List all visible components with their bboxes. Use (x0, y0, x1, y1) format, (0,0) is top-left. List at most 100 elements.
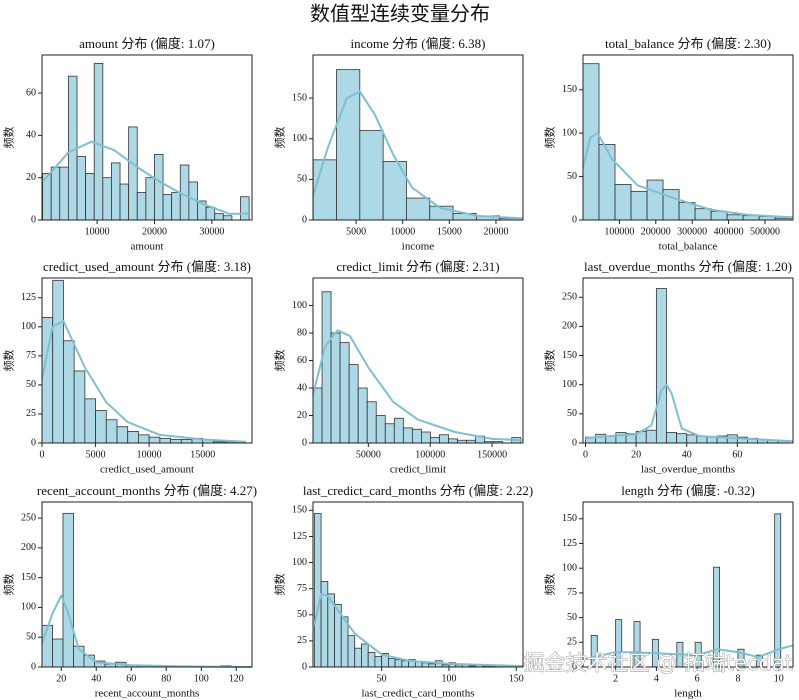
y-tick-label: 100 (292, 557, 307, 568)
y-tick-label: 0 (31, 214, 36, 225)
y-tick-label: 25 (297, 635, 307, 646)
y-tick-label: 75 (297, 583, 307, 594)
x-tick-label: 80 (161, 673, 171, 684)
histogram-bar (73, 370, 86, 444)
subplot: 0 20 40 60 80 100 50000 100000 150000 credict_lim… (273, 259, 524, 476)
histogram-bar (375, 415, 386, 444)
x-tick-label: 10 (774, 673, 784, 684)
plot-frame (582, 277, 794, 444)
y-tick-label: 0 (572, 437, 577, 448)
histogram-bar (367, 651, 376, 668)
y-tick-label: 0 (302, 437, 307, 448)
histogram-bar (321, 291, 332, 444)
y-tick-label: 125 (292, 531, 307, 542)
x-tick-label: 5000 (86, 449, 106, 460)
kde-line (585, 383, 794, 443)
histogram-bar (361, 643, 369, 668)
histogram-bar (59, 166, 69, 221)
subplot: 0 25 50 75 100 125 0 5000 10000 15000 credict_used… (2, 259, 253, 476)
subplot: 0 25 50 75 100 125 150 2 4 6 8 10 length 分布 (偏度: -0.… (543, 483, 794, 700)
histogram-bar (240, 196, 250, 221)
histogram-bar (726, 214, 744, 221)
y-tick-label: 0 (572, 661, 577, 672)
histogram-bar (336, 69, 361, 221)
histogram-bar (170, 439, 182, 444)
kde-line (582, 132, 794, 219)
x-tick-label: 50000 (356, 449, 381, 460)
y-tick-label: 100 (562, 127, 577, 138)
y-axis-label: 频数 (2, 574, 16, 596)
y-tick-label: 150 (21, 572, 36, 583)
x-tick-label: 60 (732, 449, 742, 460)
histogram-bar (145, 177, 155, 221)
x-tick-label: 0 (583, 449, 588, 460)
histogram-bar (111, 162, 121, 221)
histogram-bar (119, 183, 130, 221)
x-tick-label: 120 (229, 673, 244, 684)
y-tick-label: 0 (302, 214, 307, 225)
histogram-bar (102, 177, 112, 221)
histogram-bar (159, 437, 171, 444)
histogram-bar (127, 430, 139, 444)
y-tick-label: 0 (31, 437, 36, 448)
x-axis-label: last_overdue_months (641, 464, 735, 476)
x-tick-label: 150 (509, 673, 524, 684)
x-axis-label: last_credict_card_months (361, 688, 474, 700)
x-tick-label: 10000 (137, 449, 162, 460)
histogram-bar (330, 332, 341, 444)
chart-title: total_balance 分布 (偏度: 2.30) (605, 36, 771, 51)
chart-title: last_overdue_months 分布 (偏度: 1.20) (584, 259, 792, 274)
x-tick-label: 15000 (437, 226, 462, 237)
histogram-bar (655, 288, 667, 444)
histogram-bar (52, 638, 64, 668)
plot-frame (41, 54, 253, 221)
subplot: 0 50 100 150 200 250 20 40 60 80 100 120 recent_acco… (2, 483, 258, 700)
subplot: 0 20 40 60 10000 20000 30000 amount 分布 (偏度: 1.0… (2, 36, 253, 253)
y-tick-label: 0 (31, 661, 36, 672)
histogram-bar (205, 206, 216, 221)
y-tick-label: 100 (292, 300, 307, 311)
y-tick-label: 150 (562, 513, 577, 524)
x-tick-label: 0 (40, 449, 45, 460)
histogram-bar (421, 431, 431, 444)
y-tick-label: 50 (297, 174, 307, 185)
histogram-bar (646, 179, 664, 221)
histogram-bar (393, 417, 404, 444)
y-axis-label: 频数 (543, 127, 557, 149)
histogram-bar (76, 156, 87, 221)
y-tick-label: 125 (21, 292, 36, 303)
y-tick-label: 75 (567, 587, 577, 598)
histogram-bar (93, 63, 104, 221)
y-tick-label: 200 (562, 321, 577, 332)
x-axis-label: recent_account_months (95, 688, 199, 700)
histogram-bar (41, 624, 53, 668)
histogram-bar (214, 213, 224, 221)
chart-title: length 分布 (偏度: -0.32) (621, 483, 755, 498)
x-tick-label: 6 (695, 673, 700, 684)
x-tick-label: 200000 (641, 226, 671, 237)
kde-line (312, 90, 524, 220)
histogram-bar (662, 189, 680, 221)
histogram-bar (366, 401, 377, 444)
x-axis-label: credict_limit (390, 464, 446, 476)
subplot: 0 25 50 75 100 125 150 50 100 150 last_credict_car… (273, 483, 534, 700)
y-axis-label: 频数 (543, 574, 557, 596)
x-tick-label: 300000 (677, 226, 707, 237)
histogram-bar (95, 410, 107, 444)
subplot: 0 50 100 150 200 250 0 20 40 60 last_overdue_month… (543, 259, 794, 476)
histogram-bar (62, 512, 74, 668)
plot-frame (41, 277, 253, 444)
histogram-bar (387, 658, 396, 668)
histogram-bar (222, 215, 233, 221)
histogram-bar (105, 419, 118, 444)
y-tick-label: 20 (297, 410, 307, 421)
y-tick-label: 50 (297, 609, 307, 620)
histogram-bar (686, 434, 698, 444)
x-tick-label: 5000 (346, 226, 366, 237)
y-tick-label: 0 (572, 214, 577, 225)
y-tick-label: 100 (562, 379, 577, 390)
page-title: 数值型连续变量分布 (310, 3, 490, 26)
histogram-bar (359, 130, 384, 221)
histogram-bar (50, 166, 61, 221)
